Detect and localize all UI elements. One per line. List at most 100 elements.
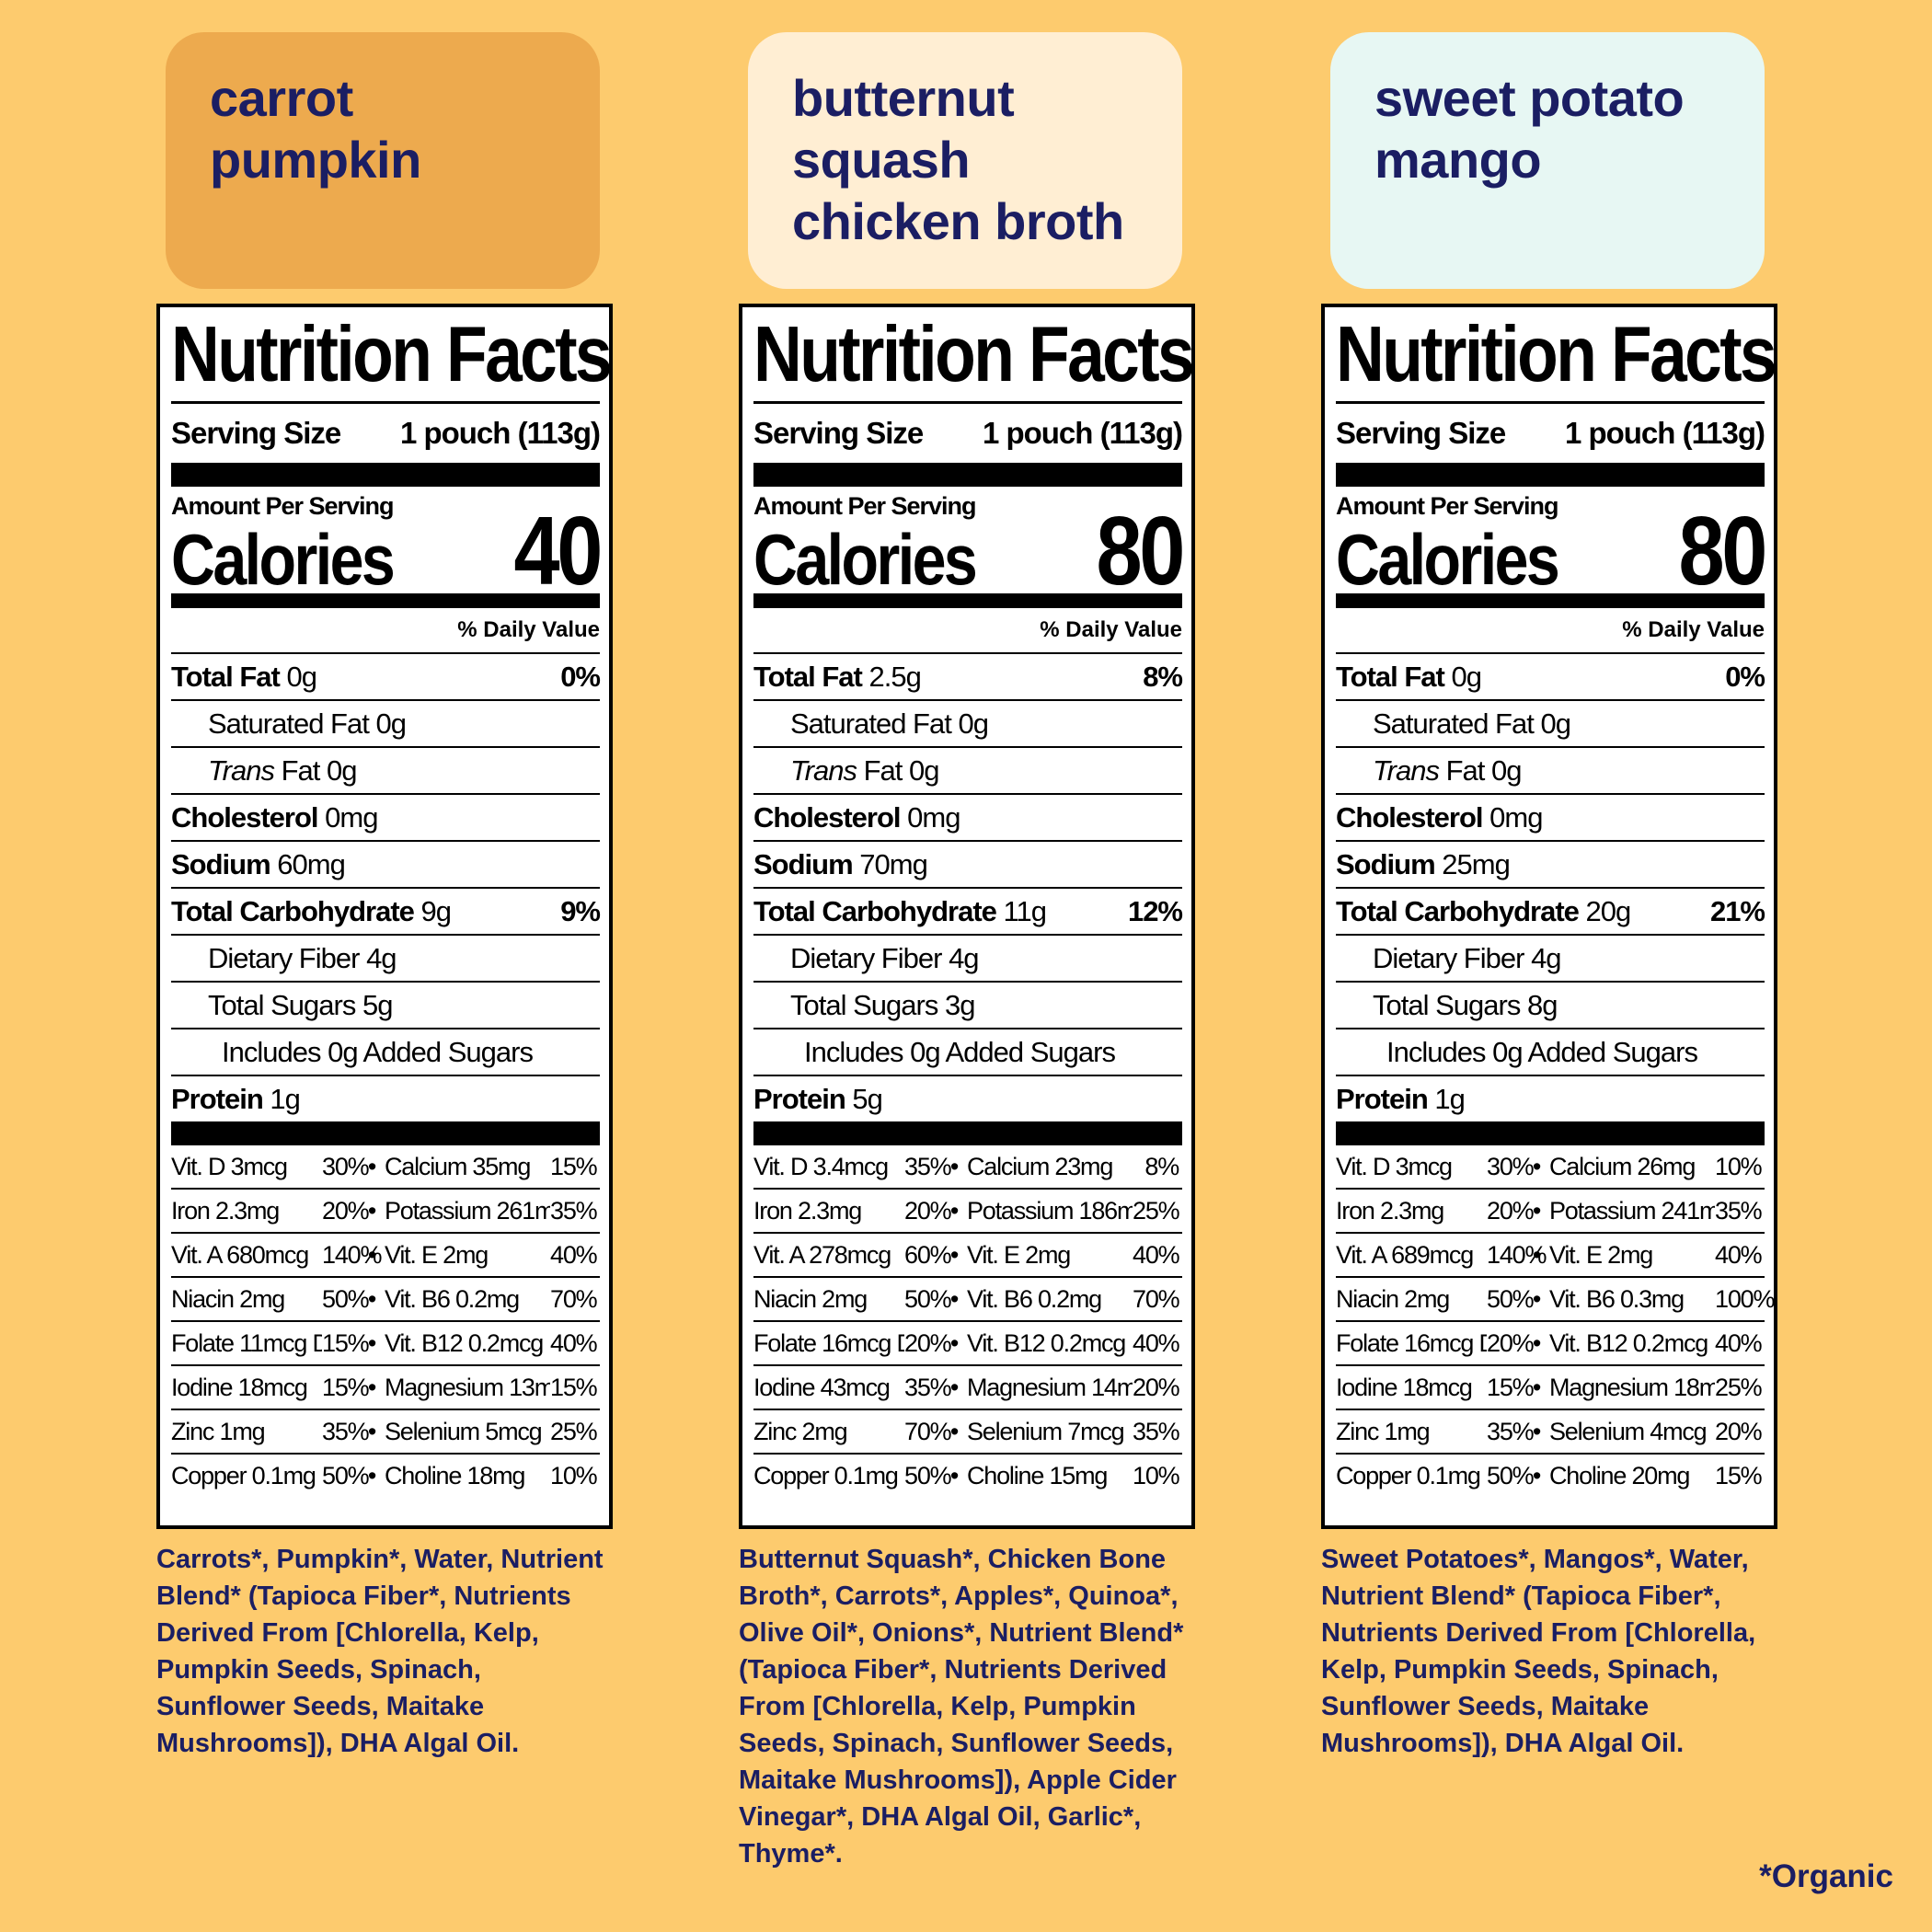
bullet: • — [367, 1152, 376, 1180]
protein-row-value: 1g — [270, 1082, 300, 1115]
sodium-row-label: Sodium — [753, 847, 854, 880]
ingredients-list: Sweet Potatoes*, Mangos*, Water, Nutrien… — [1321, 1545, 1756, 1758]
total-carb-row-dv: 12% — [1127, 894, 1183, 927]
calories-value: 80 — [1096, 497, 1186, 605]
total-fat-row-value: 2.5g — [868, 660, 922, 693]
added-sugars-row-left: Includes 0g Added Sugars — [1386, 1035, 1698, 1069]
daily-value-heading: % Daily Value — [753, 608, 1182, 654]
total-fat-row-label: Total Fat — [753, 660, 863, 693]
dietary-fiber-row-value: 4g — [949, 941, 979, 974]
vitamin-row: Niacin 2mg 50% • Vit. B6 0.2mg 70% — [171, 1278, 600, 1322]
nutrient-dv: 15% — [1715, 1461, 1763, 1489]
added-sugars-row-label: Includes — [222, 1035, 321, 1068]
medium-divider — [753, 593, 1182, 608]
nutrient-name: Zinc 1mg — [171, 1417, 266, 1445]
nutrient-dv: 60% — [904, 1240, 952, 1269]
vitamin-row: Zinc 1mg 35% • Selenium 5mcg 25% — [171, 1410, 600, 1455]
total-fat-row-label: Total Fat — [171, 660, 281, 693]
divider — [1336, 401, 1765, 404]
total-fat-row: Total Fat 0g 0% — [1336, 654, 1765, 701]
nutrient-dv: 35% — [1715, 1196, 1763, 1225]
bullet: • — [949, 1196, 959, 1225]
total-sugars-row-label: Total Sugars — [208, 988, 356, 1021]
bullet: • — [367, 1417, 376, 1445]
nutrient-dv: 40% — [1715, 1328, 1763, 1357]
protein-row-left: Protein 1g — [171, 1082, 301, 1116]
trans-fat-row-left: Trans Fat 0g — [208, 754, 357, 788]
saturated-fat-row-left: Saturated Fat 0g — [1373, 707, 1571, 741]
nutrient-name: Selenium 7mcg — [967, 1417, 1125, 1445]
calories-block: Amount Per Serving Calories 80 — [753, 487, 1185, 605]
added-sugars-row-label: Includes — [804, 1035, 903, 1068]
cholesterol-row-left: Cholesterol 0mg — [1336, 801, 1543, 834]
bullet: • — [367, 1373, 376, 1401]
total-fat-row: Total Fat 2.5g 8% — [753, 654, 1183, 701]
medium-divider — [1336, 593, 1765, 608]
dietary-fiber-row-left: Dietary Fiber 4g — [1373, 942, 1562, 975]
added-sugars-row-left: Includes 0g Added Sugars — [804, 1035, 1116, 1069]
nutrient-name: Vit. D 3mcg — [1336, 1152, 1453, 1180]
dietary-fiber-row-label: Dietary Fiber — [790, 941, 942, 974]
nutrient-dv: 50% — [322, 1461, 370, 1489]
vitamin-row: Copper 0.1mg 50% • Choline 15mg 10% — [753, 1455, 1182, 1497]
nutrient-name: Folate 11mcg DFE — [171, 1328, 322, 1357]
nutrient-name: Zinc 2mg — [753, 1417, 848, 1445]
nutrient-dv: 15% — [550, 1152, 598, 1180]
total-fat-row-dv: 0% — [560, 660, 601, 693]
nutrient-name: Vit. B12 0.2mcg — [1549, 1328, 1708, 1357]
bullet: • — [367, 1461, 376, 1489]
saturated-fat-row-label: Saturated Fat — [208, 707, 370, 740]
nutrient-name: Zinc 1mg — [1336, 1417, 1431, 1445]
nutrient-name: Vit. E 2mg — [385, 1240, 489, 1269]
serving-size-row: Serving Size 1 pouch (113g) — [1336, 404, 1765, 463]
nutrient-name: Vit. B12 0.2mcg — [385, 1328, 544, 1357]
added-sugars-row: Includes 0g Added Sugars — [753, 1029, 1182, 1076]
sodium-row: Sodium 70mg — [753, 842, 1182, 889]
thick-divider — [753, 1121, 1182, 1145]
nutrition-label: Nutrition Facts Serving Size 1 pouch (113g… — [1321, 304, 1777, 1529]
vitamin-row: Vit. D 3mcg 30% • Calcium 35mg 15% — [171, 1145, 600, 1190]
product-title-line: pumpkin — [210, 131, 421, 189]
divider — [753, 401, 1182, 404]
trans-fat-row: Trans Fat 0g — [753, 748, 1182, 795]
total-fat-row: Total Fat 0g 0% — [171, 654, 601, 701]
added-sugars-row: Includes 0g Added Sugars — [1336, 1029, 1765, 1076]
dietary-fiber-row: Dietary Fiber 4g — [1336, 936, 1765, 983]
bullet: • — [367, 1328, 376, 1357]
sodium-row: Sodium 60mg — [171, 842, 600, 889]
dietary-fiber-row-label: Dietary Fiber — [208, 941, 360, 974]
vitamin-row: Iron 2.3mg 20% • Potassium 261mg 35% — [171, 1190, 600, 1234]
sodium-row-left: Sodium 70mg — [753, 847, 928, 881]
ingredients-list: Carrots*, Pumpkin*, Water, Nutrient Blen… — [156, 1545, 604, 1758]
serving-size-row: Serving Size 1 pouch (113g) — [171, 404, 601, 463]
product-title-line: carrot — [210, 69, 353, 127]
added-sugars-row-suffix: Added Sugars — [1527, 1035, 1697, 1068]
total-sugars-row-left: Total Sugars 3g — [790, 989, 975, 1022]
bullet: • — [949, 1373, 959, 1401]
saturated-fat-row-left: Saturated Fat 0g — [790, 707, 989, 741]
saturated-fat-row-value: 0g — [375, 707, 406, 740]
added-sugars-row-left: Includes 0g Added Sugars — [222, 1035, 534, 1069]
nutrient-dv: 50% — [1487, 1284, 1535, 1313]
nutrient-dv: 10% — [1133, 1461, 1180, 1489]
vitamin-row: Vit. D 3.4mcg 35% • Calcium 23mg 8% — [753, 1145, 1182, 1190]
nutrient-name: Choline 20mg — [1549, 1461, 1690, 1489]
cholesterol-row-label: Cholesterol — [171, 800, 319, 834]
bullet: • — [367, 1240, 376, 1269]
total-sugars-row: Total Sugars 3g — [753, 983, 1182, 1029]
serving-size-value: 1 pouch (113g) — [399, 416, 601, 450]
saturated-fat-row-label: Saturated Fat — [790, 707, 952, 740]
calories-label: Calories — [171, 519, 396, 600]
total-fat-row-left: Total Fat 2.5g — [753, 660, 922, 694]
total-fat-row-label: Total Fat — [1336, 660, 1445, 693]
sodium-row-label: Sodium — [171, 847, 271, 880]
nutrient-name: Vit. B6 0.2mg — [385, 1284, 520, 1313]
nutrient-name: Vit. E 2mg — [1549, 1240, 1653, 1269]
product-title-line: chicken broth — [792, 192, 1124, 250]
nutrient-name: Copper 0.1mg — [171, 1461, 316, 1489]
product-title-line: squash — [792, 131, 971, 189]
nutrient-name: Choline 15mg — [967, 1461, 1108, 1489]
nutrient-dv: 40% — [550, 1328, 598, 1357]
bullet: • — [1532, 1328, 1541, 1357]
cholesterol-row: Cholesterol 0mg — [171, 795, 600, 842]
